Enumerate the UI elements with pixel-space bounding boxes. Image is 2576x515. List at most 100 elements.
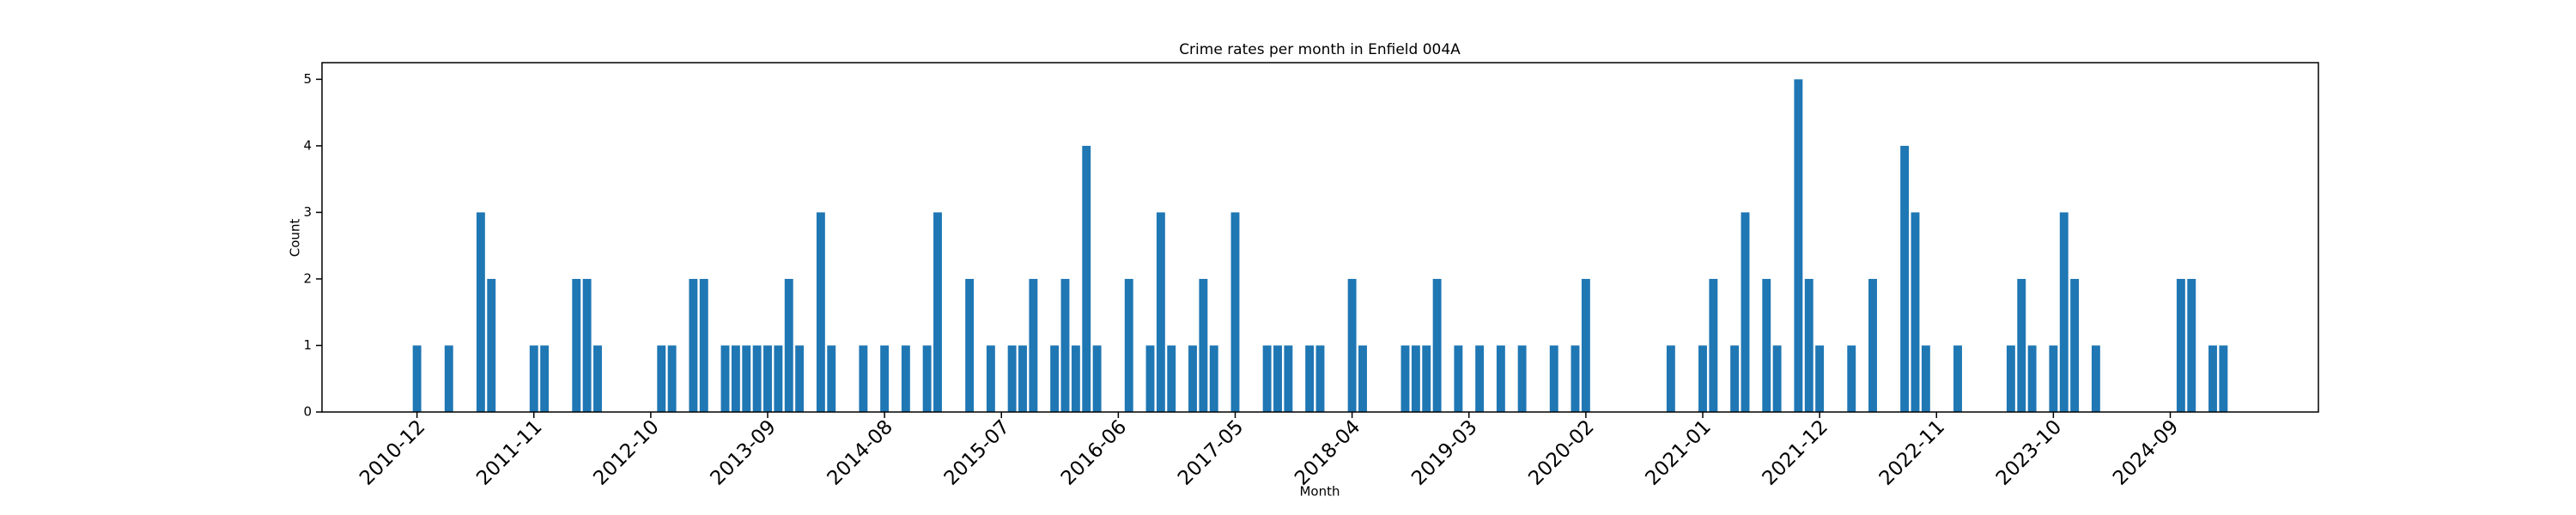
bar <box>1284 345 1293 412</box>
bar <box>731 345 740 412</box>
bar <box>699 278 708 412</box>
bar <box>1762 278 1771 412</box>
bar <box>1092 345 1102 412</box>
bar <box>1900 145 1910 412</box>
bar <box>1571 345 1580 412</box>
bar <box>487 278 496 412</box>
bar <box>2219 345 2228 412</box>
bar <box>1741 212 1750 412</box>
bar <box>922 345 932 412</box>
bar <box>859 345 868 412</box>
bar <box>1517 345 1527 412</box>
bar <box>1029 278 1038 412</box>
y-tick-label: 3 <box>303 204 312 220</box>
bar <box>2027 345 2037 412</box>
bar <box>1315 345 1325 412</box>
y-tick-label: 2 <box>303 270 312 286</box>
bar <box>1230 212 1240 412</box>
bar <box>1305 345 1315 412</box>
bar <box>1124 278 1133 412</box>
bar <box>784 278 793 412</box>
bar <box>1549 345 1558 412</box>
bar <box>1772 345 1782 412</box>
bar <box>1347 278 1357 412</box>
bar <box>774 345 783 412</box>
bar <box>1082 145 1091 412</box>
bar <box>2006 345 2015 412</box>
bar <box>763 345 772 412</box>
bar <box>540 345 550 412</box>
bar <box>657 345 666 412</box>
bar <box>986 345 995 412</box>
y-tick-label: 0 <box>303 404 312 420</box>
bar <box>901 345 910 412</box>
bar <box>720 345 730 412</box>
bar <box>2070 278 2080 412</box>
bar <box>1911 212 1920 412</box>
bar <box>933 212 942 412</box>
bar <box>2208 345 2217 412</box>
bar <box>1411 345 1420 412</box>
bar <box>752 345 762 412</box>
bar <box>1167 345 1176 412</box>
bar <box>476 212 485 412</box>
bar <box>1666 345 1675 412</box>
bar <box>2091 345 2100 412</box>
bar <box>1432 278 1442 412</box>
bar <box>2176 278 2185 412</box>
bar <box>1698 345 1707 412</box>
bar <box>572 278 581 412</box>
bar <box>1145 345 1155 412</box>
bar <box>1953 345 1962 412</box>
bar <box>689 278 698 412</box>
bar <box>1071 345 1080 412</box>
bar <box>1007 345 1017 412</box>
bar <box>412 345 422 412</box>
bar <box>1581 278 1590 412</box>
bar <box>1262 345 1272 412</box>
bar <box>1454 345 1463 412</box>
bar <box>1273 345 1282 412</box>
bar <box>529 345 538 412</box>
bar <box>1060 278 1070 412</box>
bar <box>667 345 677 412</box>
bar <box>795 345 805 412</box>
bar <box>965 278 975 412</box>
bar <box>1868 278 1877 412</box>
bar <box>827 345 836 412</box>
bar <box>1815 345 1825 412</box>
bar <box>1921 345 1930 412</box>
bar <box>1475 345 1485 412</box>
bar <box>2187 278 2196 412</box>
bar <box>1496 345 1505 412</box>
y-tick-label: 1 <box>303 337 312 353</box>
x-axis-label: Month <box>1299 484 1340 500</box>
bar <box>1188 345 1197 412</box>
bar <box>1156 212 1165 412</box>
bar <box>2017 278 2026 412</box>
bar <box>444 345 453 412</box>
bar <box>1847 345 1856 412</box>
bar <box>1804 278 1814 412</box>
bar <box>1794 79 1803 412</box>
y-tick-label: 4 <box>303 137 312 153</box>
y-axis-label: Count <box>288 219 303 258</box>
bar <box>816 212 825 412</box>
bar <box>1050 345 1060 412</box>
bar <box>1358 345 1367 412</box>
bar <box>2049 345 2058 412</box>
chart-title: Crime rates per month in Enfield 004A <box>1179 41 1461 58</box>
bar <box>1709 278 1718 412</box>
plot-frame <box>321 62 2319 413</box>
bar <box>582 278 592 412</box>
bar <box>742 345 751 412</box>
y-tick-label: 5 <box>303 71 312 87</box>
bar <box>1199 278 1208 412</box>
bar <box>593 345 602 412</box>
bar <box>1422 345 1431 412</box>
bar <box>880 345 890 412</box>
bar <box>1730 345 1740 412</box>
bar <box>1018 345 1027 412</box>
